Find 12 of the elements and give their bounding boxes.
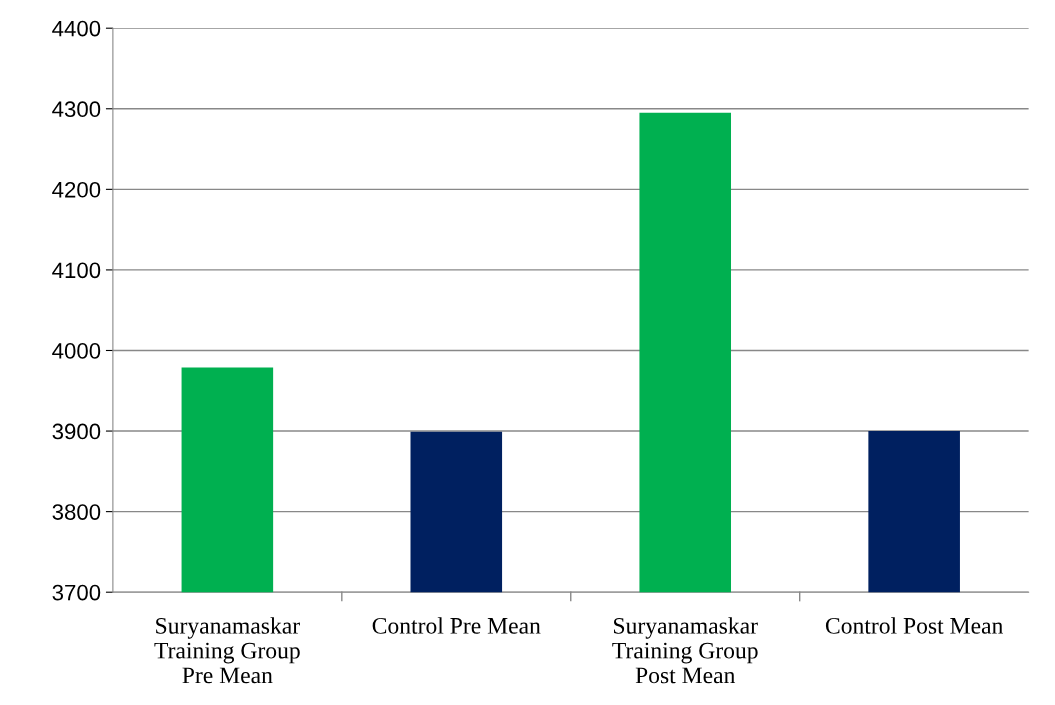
y-tick-label: 3900 bbox=[52, 423, 101, 440]
x-tick-label: Suryanamaskar Training Group Post Mean bbox=[612, 617, 758, 684]
y-tick-label: 3700 bbox=[52, 584, 101, 601]
y-tick-label: 4200 bbox=[52, 181, 101, 198]
y-tick-label: 4000 bbox=[52, 343, 101, 359]
y-tick-label: 4300 bbox=[52, 101, 101, 118]
x-tick-label: Control Post Mean bbox=[825, 617, 1003, 634]
y-tick-label: 4400 bbox=[52, 20, 101, 37]
x-tick-label: Suryanamaskar Training Group Pre Mean bbox=[154, 617, 300, 684]
y-tick-label: 4100 bbox=[52, 262, 101, 279]
x-tick-label: Control Pre Mean bbox=[372, 617, 541, 634]
y-tick-label: 3800 bbox=[52, 504, 101, 520]
